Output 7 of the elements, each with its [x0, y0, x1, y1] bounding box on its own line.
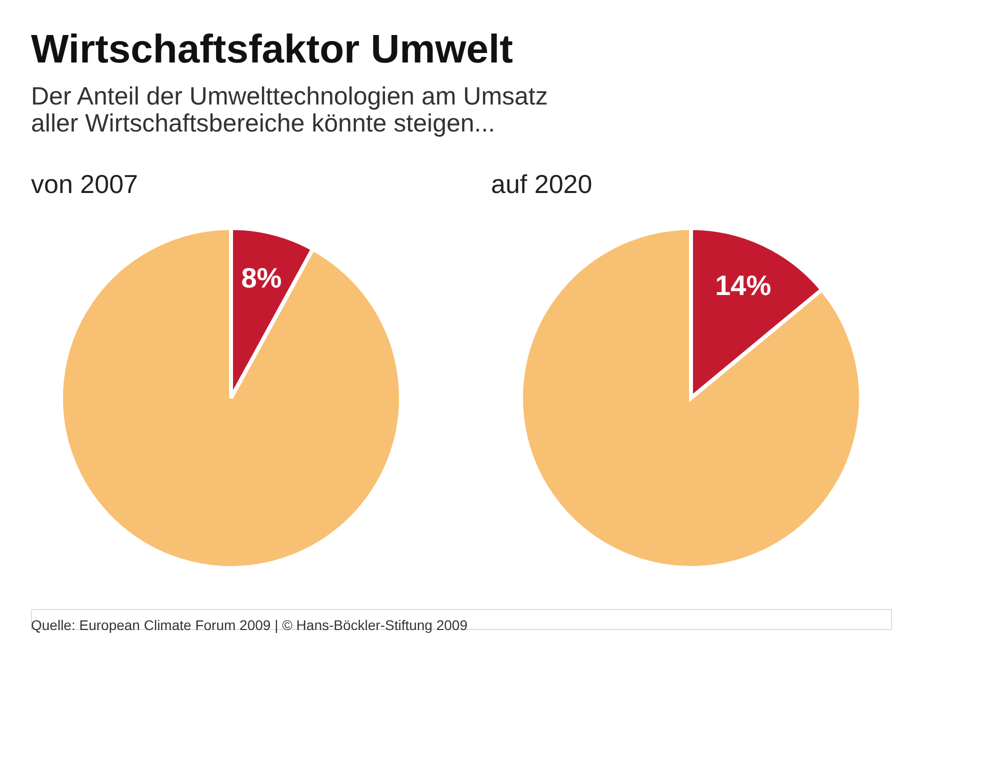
text: Der Anteil der Umwelttechnologien am Umsatz aller Wirtschaftsbereiche könnte steigen...: [31, 82, 548, 138]
source-note: Quelle: European Climate Forum 2009 | © Hans-Böckler-Stiftung 2009: [31, 617, 468, 633]
data-label: 14%: [715, 270, 772, 302]
data-label: 8%: [241, 262, 282, 294]
text: Wirtschaftsfaktor Umwelt: [31, 28, 513, 72]
chart-title: auf 2020: [491, 169, 592, 199]
chart-title: von 2007: [31, 169, 138, 199]
